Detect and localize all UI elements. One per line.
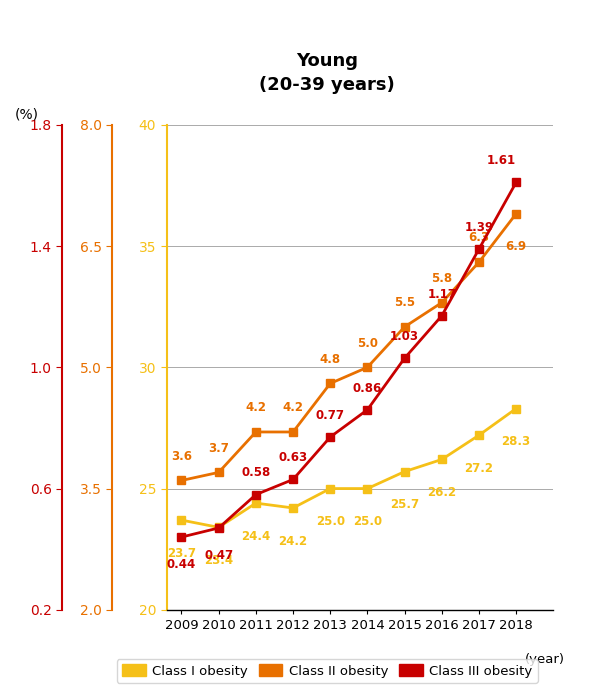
Text: 24.4: 24.4	[241, 530, 271, 543]
Text: 27.2: 27.2	[465, 462, 493, 475]
Text: 4.2: 4.2	[245, 401, 267, 414]
Text: 3.6: 3.6	[171, 450, 192, 463]
Legend: Class I obesity, Class II obesity, Class III obesity: Class I obesity, Class II obesity, Class…	[117, 659, 538, 683]
Text: 0.77: 0.77	[316, 409, 345, 422]
Text: 25.0: 25.0	[353, 516, 382, 528]
Text: 0.58: 0.58	[241, 466, 271, 480]
Text: 1.03: 1.03	[390, 330, 419, 343]
Text: 3.7: 3.7	[208, 441, 229, 455]
Text: 23.4: 23.4	[204, 554, 233, 567]
Text: 24.2: 24.2	[278, 535, 308, 547]
Text: Young
(20-39 years): Young (20-39 years)	[259, 52, 395, 94]
Text: 26.2: 26.2	[427, 486, 456, 499]
Text: 6.9: 6.9	[506, 240, 527, 252]
Text: 5.8: 5.8	[431, 272, 452, 285]
Text: 23.7: 23.7	[167, 547, 196, 560]
Text: 5.0: 5.0	[357, 337, 378, 349]
Text: 0.44: 0.44	[167, 559, 196, 571]
Text: 25.0: 25.0	[316, 516, 345, 528]
Text: 1.17: 1.17	[427, 288, 456, 301]
Text: 1.61: 1.61	[487, 154, 516, 167]
Text: 5.5: 5.5	[394, 296, 415, 309]
Text: 4.8: 4.8	[320, 353, 341, 366]
Text: 0.86: 0.86	[353, 382, 382, 394]
Text: 25.7: 25.7	[390, 498, 419, 511]
Text: 4.2: 4.2	[283, 401, 303, 414]
Text: 1.39: 1.39	[465, 221, 493, 234]
Text: 28.3: 28.3	[502, 435, 531, 448]
Text: (%): (%)	[15, 107, 39, 121]
Text: 0.47: 0.47	[204, 549, 233, 562]
Text: 6.3: 6.3	[468, 231, 490, 245]
Text: 0.63: 0.63	[278, 451, 308, 464]
Text: (year): (year)	[525, 653, 565, 667]
